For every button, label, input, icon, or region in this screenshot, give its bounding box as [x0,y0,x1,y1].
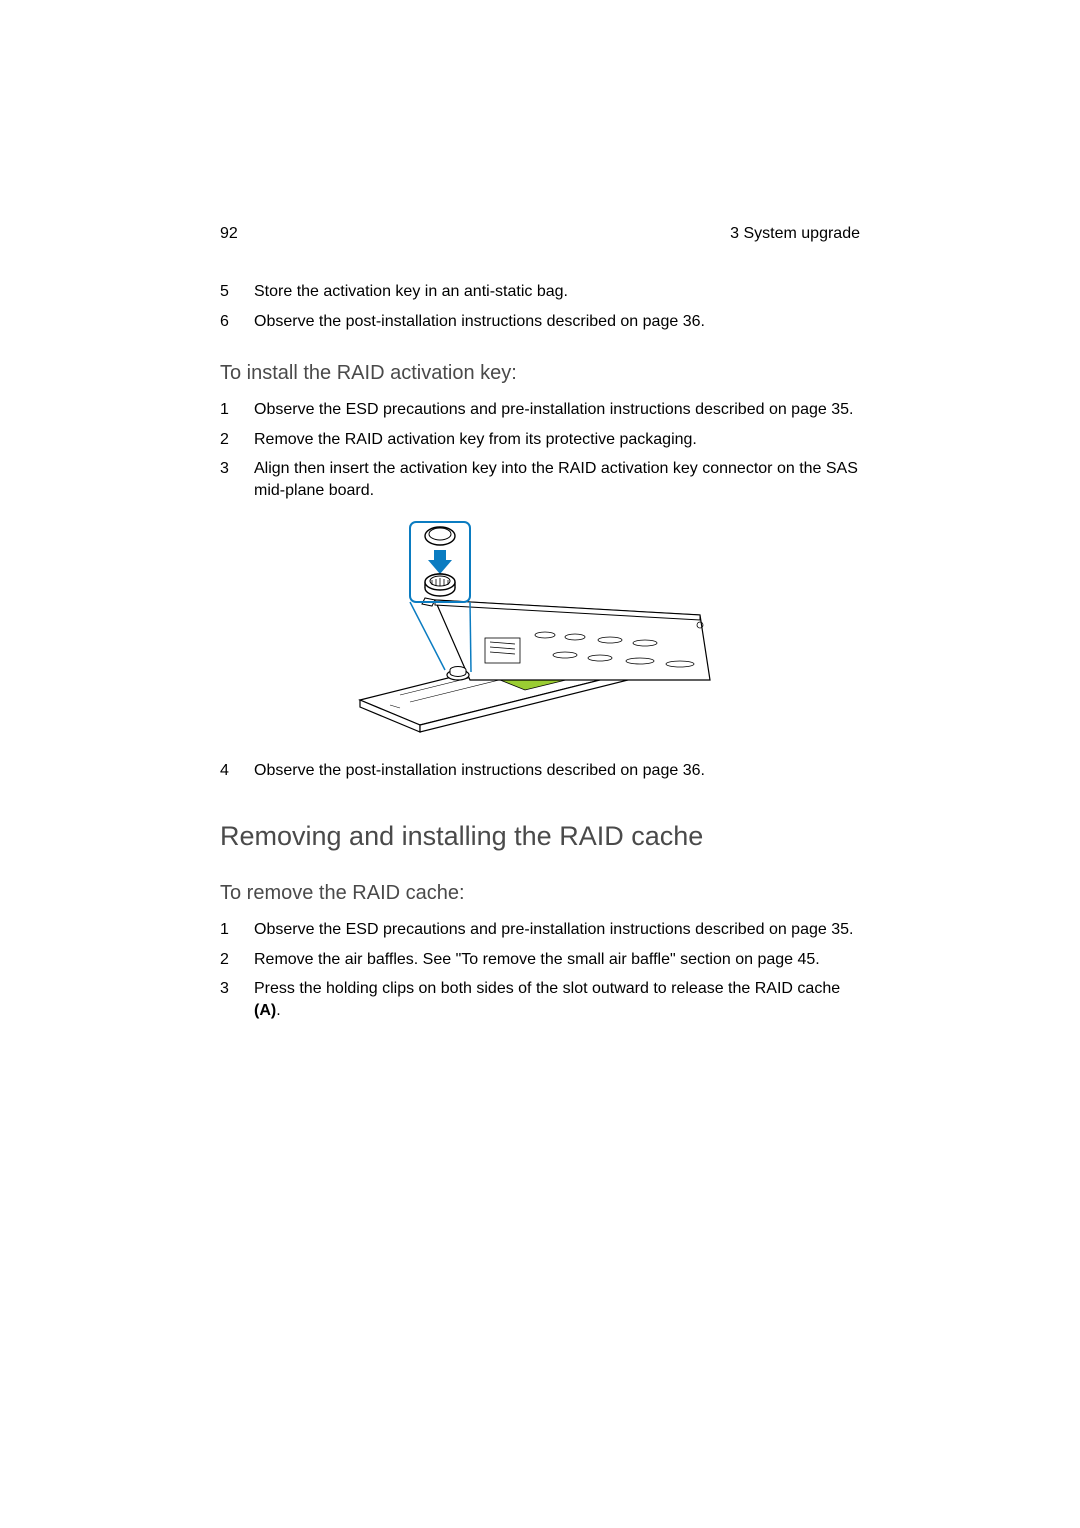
text-prefix: Press the holding clips on both sides of… [254,980,840,997]
list-text: Press the holding clips on both sides of… [254,978,860,1021]
list-number: 3 [220,978,254,1021]
list-item: 3 Press the holding clips on both sides … [220,978,860,1021]
page-number: 92 [220,225,238,243]
list-item: 2 Remove the air baffles. See "To remove… [220,949,860,971]
list-text: Observe the post-installation instructio… [254,760,705,782]
text-bold: (A) [254,1002,276,1019]
list-item: 1 Observe the ESD precautions and pre-in… [220,919,860,941]
list-number: 3 [220,458,254,501]
list-number: 1 [220,399,254,421]
list-text: Remove the RAID activation key from its … [254,429,697,451]
chapter-title: 3 System upgrade [730,225,860,243]
backplane-group [422,598,710,680]
list-number: 5 [220,281,254,303]
list-number: 2 [220,429,254,451]
install-key-steps: 1 Observe the ESD precautions and pre-in… [220,399,860,501]
running-header: 92 3 System upgrade [220,225,860,243]
key-connector [447,666,469,680]
list-text: Align then insert the activation key int… [254,458,860,501]
list-text: Observe the post-installation instructio… [254,311,705,333]
remove-cache-steps: 1 Observe the ESD precautions and pre-in… [220,919,860,1021]
activation-key-callout [425,527,455,596]
list-item: 4 Observe the post-installation instruct… [220,760,860,782]
list-number: 2 [220,949,254,971]
subsection-heading: To remove the RAID cache: [220,882,860,905]
subsection-heading: To install the RAID activation key: [220,362,860,385]
list-number: 1 [220,919,254,941]
list-number: 6 [220,311,254,333]
list-item: 2 Remove the RAID activation key from it… [220,429,860,451]
list-text: Remove the air baffles. See "To remove t… [254,949,820,971]
list-item: 3 Align then insert the activation key i… [220,458,860,501]
list-item: 5 Store the activation key in an anti-st… [220,281,860,303]
list-number: 4 [220,760,254,782]
list-item: 6 Observe the post-installation instruct… [220,311,860,333]
text-suffix: . [276,1002,280,1019]
list-text: Observe the ESD precautions and pre-inst… [254,919,853,941]
list-text: Observe the ESD precautions and pre-inst… [254,399,853,421]
install-key-post-fig: 4 Observe the post-installation instruct… [220,760,860,782]
page-content: 92 3 System upgrade 5 Store the activati… [0,0,1080,1022]
continuation-list: 5 Store the activation key in an anti-st… [220,281,860,332]
raid-key-figure [220,520,860,740]
list-item: 1 Observe the ESD precautions and pre-in… [220,399,860,421]
section-heading: Removing and installing the RAID cache [220,821,860,852]
list-text: Store the activation key in an anti-stat… [254,281,568,303]
